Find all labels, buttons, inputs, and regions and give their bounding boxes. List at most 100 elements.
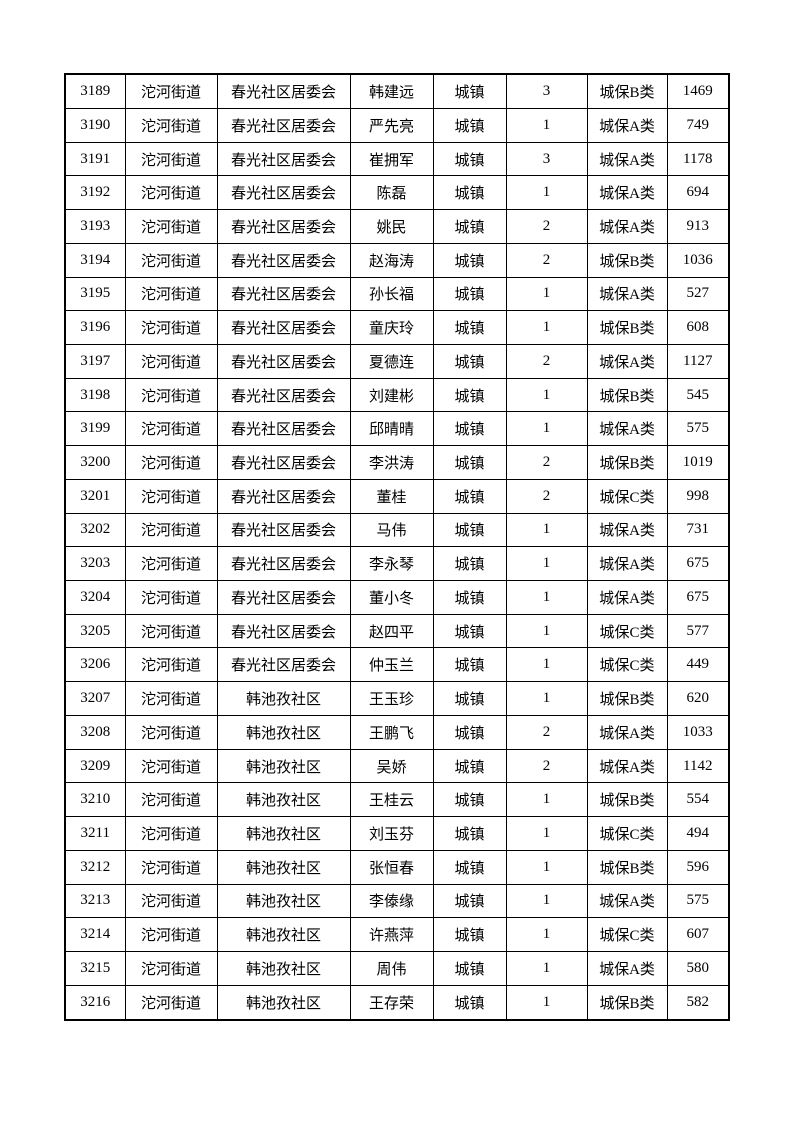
cell-community: 春光社区居委会 xyxy=(216,445,351,480)
cell-insurance-category: 城保A类 xyxy=(586,141,668,177)
cell-person-name: 赵海涛 xyxy=(349,242,434,278)
cell-household-type: 城镇 xyxy=(432,613,507,649)
cell-street: 沱河街道 xyxy=(124,478,218,514)
cell-count: 1 xyxy=(505,546,588,582)
cell-count: 1 xyxy=(505,107,588,143)
cell-count: 1 xyxy=(505,782,588,818)
cell-street: 沱河街道 xyxy=(124,411,218,447)
cell-serial-number: 3204 xyxy=(64,580,126,615)
cell-count: 1 xyxy=(505,647,588,683)
cell-person-name: 王玉珍 xyxy=(349,681,434,716)
table-row: 3215 沱河街道 韩池孜社区 周伟 城镇 1 城保A类 580 xyxy=(64,950,730,986)
cell-count: 1 xyxy=(505,984,588,1021)
cell-insurance-category: 城保A类 xyxy=(586,512,668,548)
cell-insurance-category: 城保C类 xyxy=(586,917,668,952)
cell-count: 1 xyxy=(505,512,588,548)
cell-count: 1 xyxy=(505,175,588,211)
table-row: 3205 沱河街道 春光社区居委会 赵四平 城镇 1 城保C类 577 xyxy=(64,613,730,649)
cell-count: 1 xyxy=(505,816,588,851)
cell-serial-number: 3196 xyxy=(64,310,126,346)
cell-amount: 675 xyxy=(666,580,730,615)
cell-community: 春光社区居委会 xyxy=(216,580,351,615)
table-row: 3211 沱河街道 韩池孜社区 刘玉芬 城镇 1 城保C类 494 xyxy=(64,816,730,851)
cell-street: 沱河街道 xyxy=(124,681,218,716)
cell-household-type: 城镇 xyxy=(432,816,507,851)
cell-insurance-category: 城保A类 xyxy=(586,411,668,447)
cell-community: 韩池孜社区 xyxy=(216,917,351,952)
cell-person-name: 赵四平 xyxy=(349,613,434,649)
cell-serial-number: 3203 xyxy=(64,546,126,582)
cell-serial-number: 3209 xyxy=(64,748,126,784)
cell-amount: 749 xyxy=(666,107,730,143)
cell-household-type: 城镇 xyxy=(432,411,507,447)
cell-household-type: 城镇 xyxy=(432,546,507,582)
records-table: 3189 沱河街道 春光社区居委会 韩建远 城镇 3 城保B类 1469 3190 沱河街道 春光社… xyxy=(64,73,730,1021)
table-row: 3207 沱河街道 韩池孜社区 王玉珍 城镇 1 城保B类 620 xyxy=(64,681,730,716)
cell-street: 沱河街道 xyxy=(124,546,218,582)
cell-person-name: 崔拥军 xyxy=(349,141,434,177)
cell-serial-number: 3192 xyxy=(64,175,126,211)
cell-person-name: 王鹏飞 xyxy=(349,714,434,750)
cell-count: 2 xyxy=(505,714,588,750)
cell-amount: 607 xyxy=(666,917,730,952)
cell-household-type: 城镇 xyxy=(432,209,507,244)
cell-person-name: 刘玉芬 xyxy=(349,816,434,851)
cell-insurance-category: 城保A类 xyxy=(586,580,668,615)
cell-insurance-category: 城保C类 xyxy=(586,647,668,683)
cell-insurance-category: 城保A类 xyxy=(586,546,668,582)
cell-household-type: 城镇 xyxy=(432,849,507,885)
cell-person-name: 仲玉兰 xyxy=(349,647,434,683)
cell-amount: 494 xyxy=(666,816,730,851)
cell-street: 沱河街道 xyxy=(124,917,218,952)
cell-serial-number: 3210 xyxy=(64,782,126,818)
cell-street: 沱河街道 xyxy=(124,141,218,177)
cell-serial-number: 3206 xyxy=(64,647,126,683)
cell-amount: 913 xyxy=(666,209,730,244)
cell-community: 春光社区居委会 xyxy=(216,73,351,109)
table-row: 3206 沱河街道 春光社区居委会 仲玉兰 城镇 1 城保C类 449 xyxy=(64,647,730,683)
cell-serial-number: 3212 xyxy=(64,849,126,885)
cell-serial-number: 3198 xyxy=(64,377,126,413)
cell-person-name: 王桂云 xyxy=(349,782,434,818)
table-row: 3213 沱河街道 韩池孜社区 李傣缘 城镇 1 城保A类 575 xyxy=(64,883,730,919)
cell-person-name: 李洪涛 xyxy=(349,445,434,480)
cell-amount: 1127 xyxy=(666,344,730,379)
cell-street: 沱河街道 xyxy=(124,107,218,143)
cell-count: 1 xyxy=(505,613,588,649)
cell-household-type: 城镇 xyxy=(432,714,507,750)
table-row: 3189 沱河街道 春光社区居委会 韩建远 城镇 3 城保B类 1469 xyxy=(64,73,730,109)
cell-serial-number: 3193 xyxy=(64,209,126,244)
cell-household-type: 城镇 xyxy=(432,242,507,278)
cell-insurance-category: 城保B类 xyxy=(586,310,668,346)
records-table-body: 3189 沱河街道 春光社区居委会 韩建远 城镇 3 城保B类 1469 3190 沱河街道 春光社… xyxy=(64,73,730,1021)
cell-community: 韩池孜社区 xyxy=(216,782,351,818)
cell-street: 沱河街道 xyxy=(124,714,218,750)
cell-count: 3 xyxy=(505,141,588,177)
cell-insurance-category: 城保B类 xyxy=(586,849,668,885)
cell-serial-number: 3207 xyxy=(64,681,126,716)
cell-insurance-category: 城保B类 xyxy=(586,445,668,480)
cell-count: 1 xyxy=(505,580,588,615)
table-row: 3200 沱河街道 春光社区居委会 李洪涛 城镇 2 城保B类 1019 xyxy=(64,445,730,480)
cell-amount: 1019 xyxy=(666,445,730,480)
cell-household-type: 城镇 xyxy=(432,782,507,818)
cell-amount: 694 xyxy=(666,175,730,211)
table-row: 3199 沱河街道 春光社区居委会 邱晴晴 城镇 1 城保A类 575 xyxy=(64,411,730,447)
cell-person-name: 邱晴晴 xyxy=(349,411,434,447)
cell-amount: 575 xyxy=(666,883,730,919)
cell-amount: 1469 xyxy=(666,73,730,109)
cell-street: 沱河街道 xyxy=(124,883,218,919)
cell-community: 韩池孜社区 xyxy=(216,816,351,851)
cell-household-type: 城镇 xyxy=(432,141,507,177)
cell-insurance-category: 城保A类 xyxy=(586,344,668,379)
cell-person-name: 张恒春 xyxy=(349,849,434,885)
table-row: 3208 沱河街道 韩池孜社区 王鹏飞 城镇 2 城保A类 1033 xyxy=(64,714,730,750)
cell-community: 春光社区居委会 xyxy=(216,512,351,548)
cell-serial-number: 3191 xyxy=(64,141,126,177)
cell-household-type: 城镇 xyxy=(432,310,507,346)
cell-person-name: 王存荣 xyxy=(349,984,434,1021)
cell-street: 沱河街道 xyxy=(124,950,218,986)
cell-person-name: 许燕萍 xyxy=(349,917,434,952)
table-row: 3210 沱河街道 韩池孜社区 王桂云 城镇 1 城保B类 554 xyxy=(64,782,730,818)
